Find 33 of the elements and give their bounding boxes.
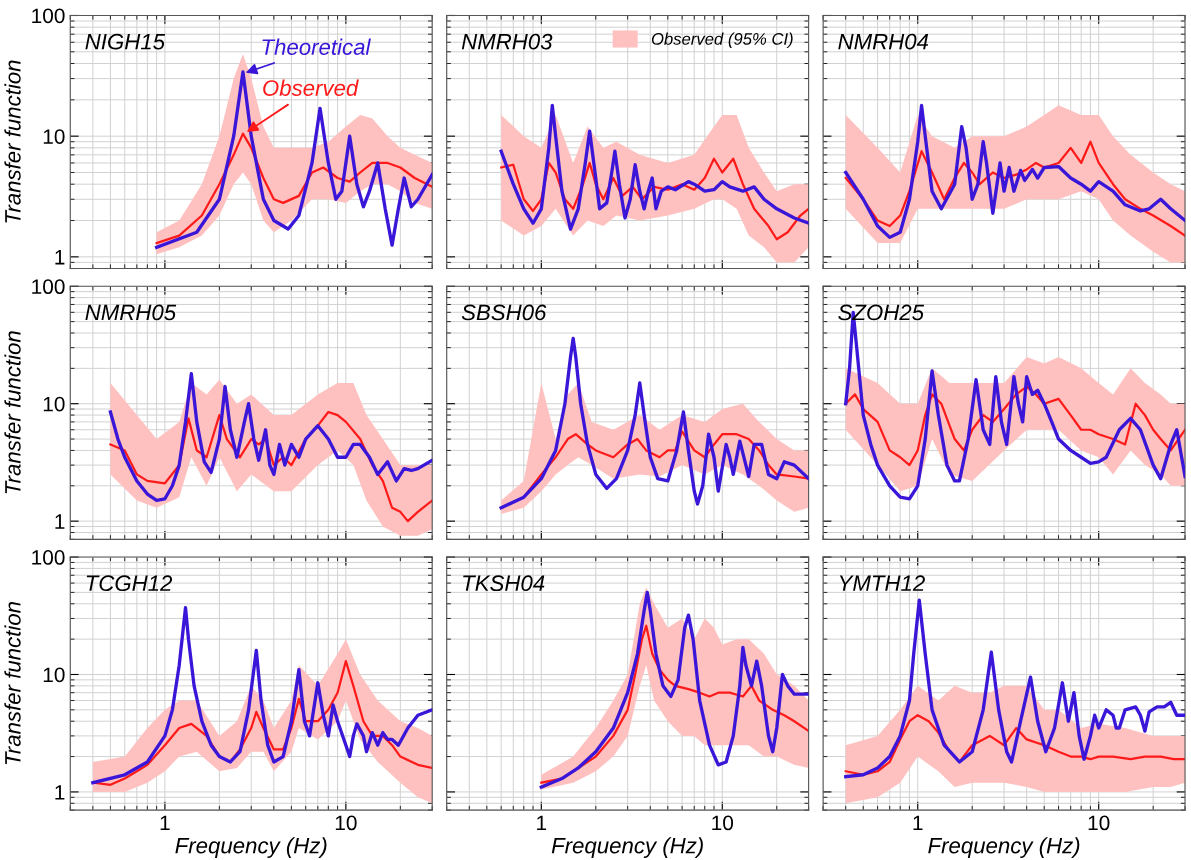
text: TKSH04 bbox=[463, 575, 545, 592]
y-axis-title: Transfer function bbox=[4, 602, 21, 765]
text: SZOH25 bbox=[838, 304, 925, 321]
text: NMRH05 bbox=[85, 304, 177, 321]
text: NMRH03 bbox=[461, 33, 553, 50]
y-tick-label: 100 bbox=[32, 279, 65, 295]
x-tick-label: 10 bbox=[335, 815, 357, 831]
x-tick-label: 1 bbox=[913, 815, 923, 831]
y-tick-label: 1 bbox=[55, 785, 65, 800]
y-tick-label: 100 bbox=[32, 550, 65, 565]
text: YMTH12 bbox=[839, 575, 925, 591]
x-axis-title: Frequency (Hz) bbox=[551, 837, 703, 858]
x-tick-label: 10 bbox=[1088, 815, 1110, 831]
x-tick-label: 1 bbox=[537, 815, 547, 831]
y-tick-label: 1 bbox=[55, 514, 65, 529]
text: TCGH12 bbox=[86, 575, 173, 592]
x-axis-title: Frequency (Hz) bbox=[175, 837, 327, 858]
y-axis-title: Transfer function bbox=[4, 60, 21, 223]
x-tick-label: 10 bbox=[712, 815, 734, 831]
text: NIGH15 bbox=[85, 33, 166, 50]
annotation: Observed bbox=[263, 79, 359, 96]
annotation: Theoretical bbox=[262, 38, 371, 55]
legend-label: Observed (95% CI) bbox=[651, 32, 793, 49]
y-tick-label: 100 bbox=[32, 8, 65, 24]
text: NMRH04 bbox=[838, 33, 929, 50]
x-axis-title: Frequency (Hz) bbox=[928, 837, 1080, 858]
y-tick-label: 10 bbox=[43, 129, 65, 144]
y-tick-label: 10 bbox=[43, 396, 65, 412]
y-tick-label: 10 bbox=[43, 667, 65, 683]
y-tick-label: 1 bbox=[55, 250, 65, 265]
text: SBSH06 bbox=[461, 304, 547, 321]
x-tick-label: 1 bbox=[160, 815, 170, 831]
y-axis-title: Transfer function bbox=[4, 331, 21, 494]
